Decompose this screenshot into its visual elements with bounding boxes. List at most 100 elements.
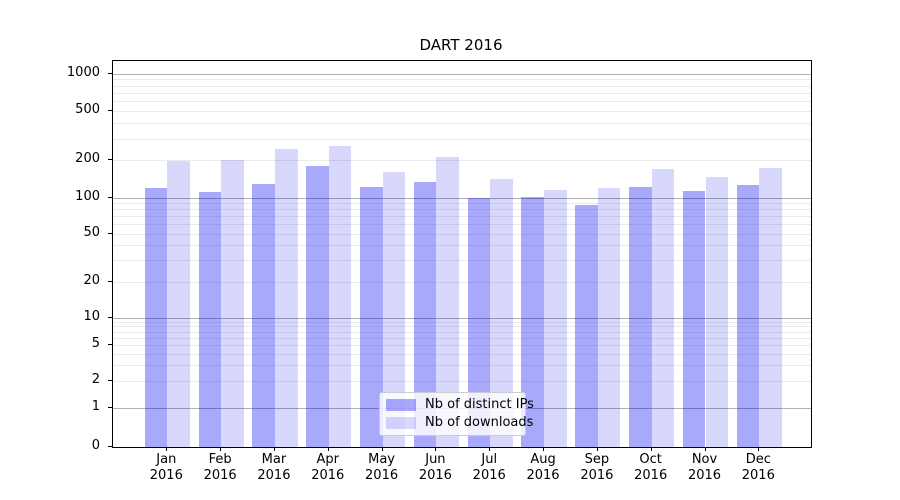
x-tick-month: Jan xyxy=(156,452,177,467)
chart-title: DART 2016 xyxy=(419,36,503,54)
x-tick-month: Aug xyxy=(530,452,556,467)
x-tick xyxy=(704,447,706,451)
y-tick xyxy=(108,196,112,198)
y-tick-label: 1 xyxy=(91,399,100,414)
minor-gridline xyxy=(113,344,811,346)
y-tick xyxy=(108,110,112,112)
minor-gridline xyxy=(113,380,811,382)
minor-gridline xyxy=(113,321,811,323)
bar-distinct-ips-jan xyxy=(144,187,168,447)
x-tick-year: 2016 xyxy=(580,468,614,483)
bar-downloads-mar xyxy=(274,149,298,447)
legend-swatch-distinct-ips xyxy=(386,399,416,411)
minor-gridline xyxy=(113,92,811,94)
bar-downloads-apr xyxy=(328,146,352,447)
minor-gridline xyxy=(113,233,811,235)
y-tick-label: 1000 xyxy=(66,64,100,80)
y-tick xyxy=(108,159,112,161)
minor-gridline xyxy=(113,364,811,366)
bar-downloads-jun xyxy=(436,157,459,447)
minor-gridline xyxy=(113,203,811,205)
bar-downloads-sep xyxy=(597,187,621,447)
x-tick xyxy=(543,447,545,451)
bar-distinct-ips-may xyxy=(359,186,383,447)
x-tick-year: 2016 xyxy=(149,468,183,483)
bar-distinct-ips-nov xyxy=(682,191,706,447)
y-tick xyxy=(108,72,112,74)
major-gridline xyxy=(113,317,811,319)
bar-downloads-nov xyxy=(705,176,729,447)
bar-distinct-ips-feb xyxy=(198,191,222,447)
minor-gridline xyxy=(113,281,811,283)
bar-distinct-ips-jun xyxy=(413,182,437,447)
legend-item-distinct-ips: Nb of distinct IPs xyxy=(386,397,534,413)
x-tick xyxy=(596,447,598,451)
minor-gridline xyxy=(113,326,811,328)
y-tick xyxy=(108,446,112,447)
major-gridline xyxy=(113,197,811,199)
x-tick xyxy=(220,447,222,451)
x-tick-label-jul: Jul 2016 xyxy=(459,452,519,484)
y-tick-label: 0 xyxy=(91,438,100,453)
x-tick-month: Dec xyxy=(745,452,771,467)
x-tick-year: 2016 xyxy=(418,468,452,483)
legend-swatch-downloads xyxy=(386,417,416,429)
bar-downloads-dec xyxy=(759,168,782,447)
x-tick-label-aug: Aug 2016 xyxy=(513,452,573,484)
bar-distinct-ips-sep xyxy=(575,204,598,447)
y-tick xyxy=(108,232,112,234)
x-tick-month: Sep xyxy=(584,452,610,467)
bar-distinct-ips-apr xyxy=(306,166,329,447)
bar-distinct-ips-oct xyxy=(629,187,652,447)
minor-gridline xyxy=(113,245,811,247)
minor-gridline xyxy=(113,101,811,103)
x-tick-year: 2016 xyxy=(365,468,399,483)
x-tick xyxy=(273,447,275,451)
minor-gridline xyxy=(113,111,811,113)
legend: Nb of distinct IPs Nb of downloads xyxy=(379,392,534,436)
x-tick-label-oct: Oct 2016 xyxy=(621,452,681,484)
x-tick xyxy=(489,447,491,451)
minor-gridline xyxy=(113,138,811,140)
x-tick-year: 2016 xyxy=(203,468,237,483)
x-tick-label-jan: Jan 2016 xyxy=(136,452,196,484)
bar-distinct-ips-mar xyxy=(252,183,275,447)
bar-downloads-may xyxy=(382,171,406,447)
minor-gridline xyxy=(113,337,811,339)
y-tick xyxy=(108,407,112,408)
x-tick-year: 2016 xyxy=(634,468,668,483)
y-tick-label: 50 xyxy=(83,224,100,240)
y-tick-label: 20 xyxy=(83,272,100,288)
x-tick-label-dec: Dec 2016 xyxy=(728,452,788,484)
x-tick-label-feb: Feb 2016 xyxy=(190,452,250,484)
bar-downloads-jul xyxy=(490,178,513,447)
bar-distinct-ips-aug xyxy=(521,196,545,447)
legend-label-downloads: Nb of downloads xyxy=(425,415,534,430)
bar-distinct-ips-dec xyxy=(736,185,760,447)
x-tick-year: 2016 xyxy=(472,468,506,483)
bar-distinct-ips-jul xyxy=(467,197,491,447)
x-tick-label-may: May 2016 xyxy=(352,452,412,484)
legend-item-downloads: Nb of downloads xyxy=(386,415,533,431)
x-tick-label-sep: Sep 2016 xyxy=(567,452,627,484)
minor-gridline xyxy=(113,209,811,211)
x-tick-month: Mar xyxy=(261,452,287,467)
x-tick xyxy=(166,447,168,451)
x-tick-label-jun: Jun 2016 xyxy=(405,452,465,484)
major-gridline xyxy=(113,73,811,75)
plot-area xyxy=(112,60,812,448)
x-tick-year: 2016 xyxy=(257,468,291,483)
x-tick-month: Jul xyxy=(481,452,498,467)
minor-gridline xyxy=(113,216,811,218)
x-tick xyxy=(435,447,437,451)
minor-gridline xyxy=(113,123,811,125)
minor-gridline xyxy=(113,353,811,355)
x-tick-year: 2016 xyxy=(741,468,775,483)
bar-downloads-feb xyxy=(221,159,244,447)
x-tick-month: Apr xyxy=(316,452,340,467)
bar-downloads-oct xyxy=(651,169,675,447)
bar-downloads-aug xyxy=(544,189,567,447)
x-tick-month: Nov xyxy=(691,452,718,467)
x-tick xyxy=(381,447,383,451)
x-tick-year: 2016 xyxy=(687,468,722,483)
